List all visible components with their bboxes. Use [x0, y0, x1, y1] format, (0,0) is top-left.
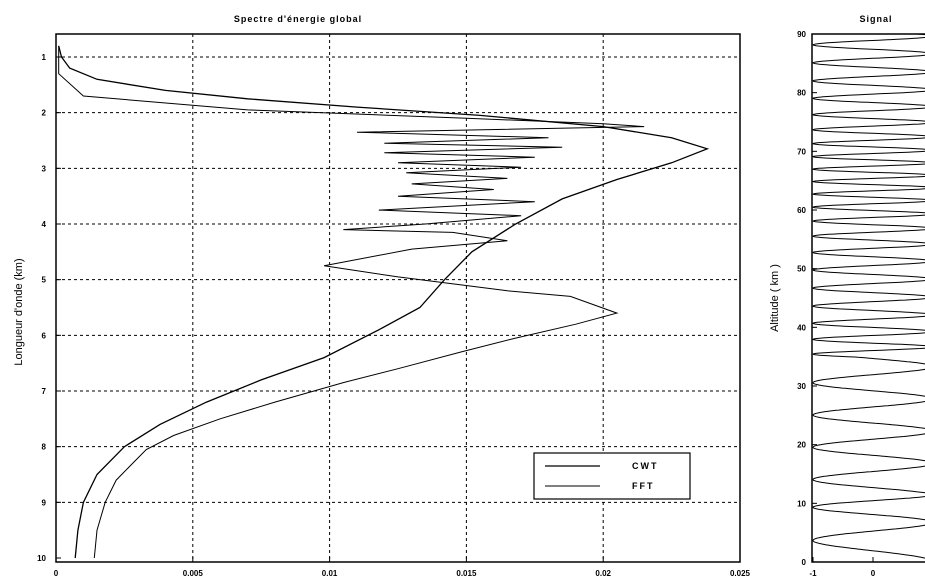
spectrum-legend: CWT FFT	[533, 452, 691, 500]
legend-fft-label: FFT	[632, 481, 655, 491]
spectrum-y-axis-label: Longueur d'onde (km)	[13, 258, 25, 365]
spectrum-series-fft	[58, 45, 645, 559]
signal-x-tick-label: -1	[809, 569, 817, 578]
spectrum-x-tick-label: 0.02	[595, 569, 611, 578]
signal-y-tick-label: 40	[797, 323, 806, 332]
signal-y-tick-label: 10	[797, 499, 806, 508]
spectrum-y-tick-label: 3	[42, 164, 47, 173]
spectrum-y-tick-label: 10	[37, 554, 46, 563]
spectrum-x-tick-label: 0	[54, 569, 59, 578]
spectrum-series	[58, 45, 710, 559]
signal-x-tick-label: 0	[871, 569, 876, 578]
spectrum-plot-frame	[55, 33, 741, 563]
spectrum-y-tick-label: 8	[42, 443, 47, 452]
spectrum-title: Spectre d'énergie global	[234, 14, 362, 24]
spectrum-y-tick-label: 4	[42, 220, 47, 229]
spectrum-x-tick-label: 0.015	[456, 569, 477, 578]
legend-box	[533, 452, 691, 500]
signal-y-tick-label: 60	[797, 206, 806, 215]
signal-series	[811, 33, 925, 559]
signal-y-tick-label: 30	[797, 382, 806, 391]
signal-y-tick-label: 80	[797, 89, 806, 98]
signal-y-tick-label: 70	[797, 147, 806, 156]
spectrum-y-tick-label: 2	[42, 109, 47, 118]
spectrum-y-tick-label: 9	[42, 498, 47, 507]
spectrum-x-tick-label: 0.025	[730, 569, 751, 578]
signal-series-line	[811, 33, 925, 559]
signal-y-tick-label: 20	[797, 441, 806, 450]
signal-y-tick-label: 0	[802, 558, 807, 567]
spectrum-x-tick-label: 0.01	[322, 569, 338, 578]
spectrum-y-tick-label: 5	[42, 276, 47, 285]
signal-y-axis-label: Altitude ( km )	[769, 264, 781, 332]
signal-plot-frame	[811, 33, 925, 563]
legend-cwt-label: CWT	[632, 461, 659, 471]
spectrum-x-tick-label: 0.005	[183, 569, 204, 578]
signal-title: Signal	[859, 14, 892, 24]
signal-y-tick-label: 90	[797, 30, 806, 39]
signal-y-tick-label: 50	[797, 265, 806, 274]
spectrum-y-tick-label: 6	[42, 331, 47, 340]
spectrum-grid	[56, 34, 740, 562]
spectrum-series-cwt	[58, 45, 710, 559]
spectrum-y-tick-label: 1	[42, 53, 47, 62]
spectrum-y-tick-label: 7	[42, 387, 47, 396]
